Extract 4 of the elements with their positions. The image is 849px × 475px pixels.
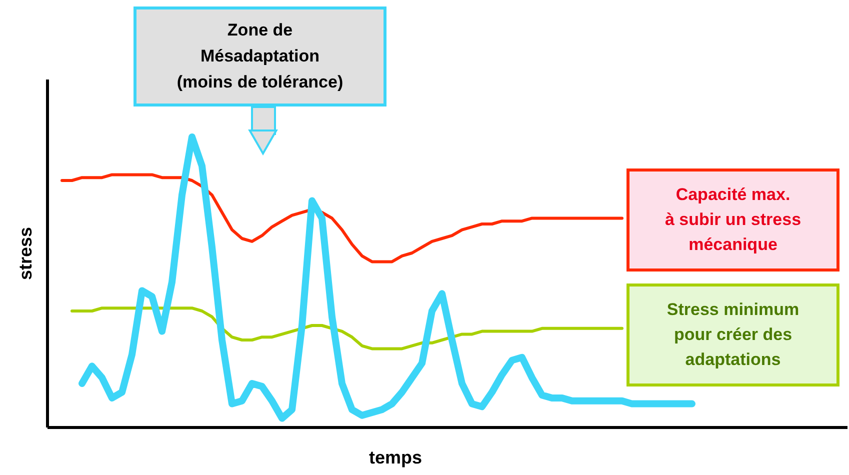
text: Capacité max. à subir un stress mécanique	[664, 185, 802, 254]
x-axis-title: temps	[368, 448, 422, 468]
text: Stress minimum pour créer des adaptations	[666, 300, 800, 369]
y-axis-title: stress	[16, 226, 36, 280]
